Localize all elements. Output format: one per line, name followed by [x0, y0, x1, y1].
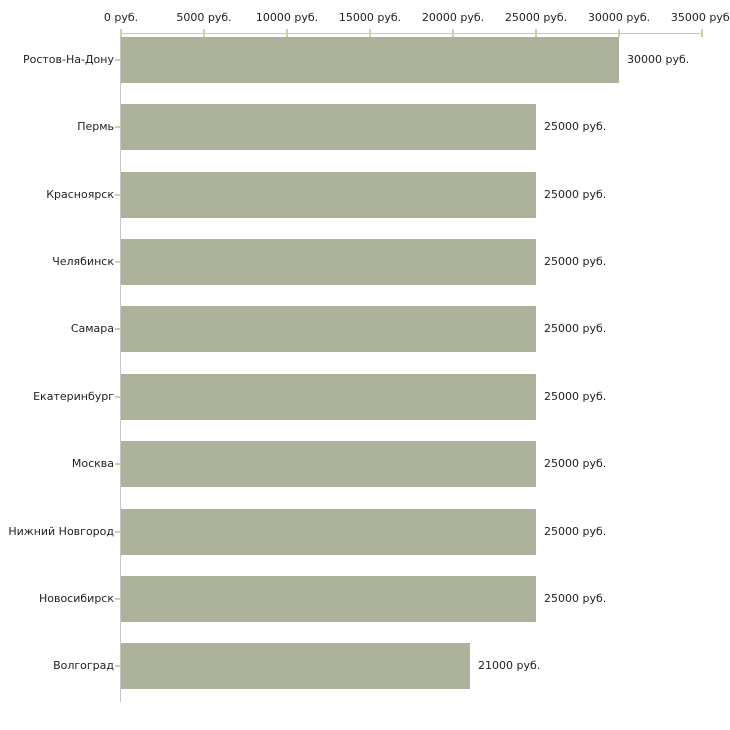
value-label: 25000 руб. — [544, 322, 607, 336]
category-tick-mark — [115, 193, 120, 196]
x-axis-line — [121, 33, 703, 34]
value-label: 25000 руб. — [544, 389, 607, 403]
value-label: 25000 руб. — [544, 591, 607, 605]
value-label: 25000 руб. — [544, 457, 607, 471]
x-tick-label: 30000 руб. — [587, 11, 651, 24]
x-tick-label: 35000 руб. — [670, 11, 730, 24]
bar — [121, 239, 536, 285]
category-tick-mark — [115, 463, 120, 466]
category-tick-mark — [115, 597, 120, 600]
x-tick-label: 0 руб. — [103, 11, 139, 24]
bar — [121, 509, 536, 555]
category-tick-mark — [115, 665, 120, 668]
x-tick-mark — [701, 29, 703, 37]
x-tick-mark — [618, 29, 620, 37]
category-label: Новосибирск — [38, 591, 114, 605]
bar — [121, 172, 536, 218]
x-tick-mark — [535, 29, 537, 37]
category-label: Екатеринбург — [33, 389, 114, 403]
x-tick-label: 25000 руб. — [504, 11, 568, 24]
category-label: Волгоград — [53, 659, 114, 673]
bar — [121, 104, 536, 150]
x-tick-label: 10000 руб. — [255, 11, 319, 24]
value-label: 30000 руб. — [627, 53, 690, 66]
category-label: Ростов-На-Дону — [22, 53, 114, 66]
value-label: 25000 руб. — [544, 524, 607, 538]
x-tick-mark — [286, 29, 288, 37]
value-label: 21000 руб. — [478, 659, 541, 673]
category-label: Пермь — [77, 120, 114, 134]
category-label: Красноярск — [46, 187, 114, 201]
bar — [121, 643, 470, 689]
category-tick-mark — [115, 59, 120, 61]
value-label: 25000 руб. — [544, 187, 607, 201]
category-tick-mark — [115, 328, 120, 331]
value-label: 25000 руб. — [544, 255, 607, 269]
category-tick-mark — [115, 126, 120, 129]
category-label: Москва — [71, 457, 114, 471]
category-label: Самара — [70, 322, 114, 336]
category-tick-mark — [115, 395, 120, 398]
bar — [121, 306, 536, 352]
x-tick-label: 20000 руб. — [421, 11, 485, 24]
y-axis-line — [120, 33, 121, 702]
x-tick-mark — [120, 29, 122, 37]
category-label: Челябинск — [52, 255, 114, 269]
x-tick-label: 15000 руб. — [338, 11, 402, 24]
category-tick-mark — [115, 530, 120, 533]
value-label: 25000 руб. — [544, 120, 607, 134]
bar — [121, 576, 536, 622]
category-label: Нижний Новгород — [8, 524, 114, 538]
x-tick-mark — [203, 29, 205, 37]
x-tick-label: 5000 руб. — [176, 11, 232, 24]
category-tick-mark — [115, 261, 120, 264]
bar — [121, 374, 536, 420]
bar — [121, 37, 619, 83]
bar — [121, 441, 536, 487]
x-tick-mark — [369, 29, 371, 37]
x-tick-mark — [452, 29, 454, 37]
